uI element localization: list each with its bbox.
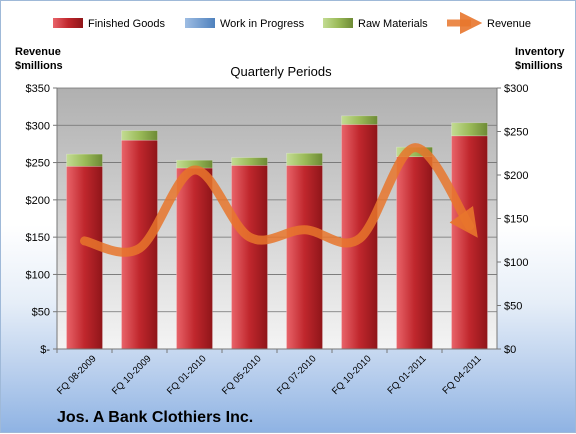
x-tick-label: FQ 07-2010: [275, 353, 319, 397]
left-tick-label: $350: [26, 83, 50, 95]
x-tick-label: FQ 01-2010: [165, 353, 209, 397]
x-tick-label: FQ 10-2010: [330, 353, 374, 397]
legend-label: Work in Progress: [220, 18, 305, 30]
x-tick-label: FQ 10-2009: [110, 353, 154, 397]
left-tick-label: $200: [26, 195, 50, 207]
x-tick-label: FQ 04-2011: [440, 353, 483, 396]
legend-label: Finished Goods: [88, 18, 166, 30]
right-tick-label: $150: [504, 214, 528, 226]
legend-swatch: [185, 18, 215, 28]
bar-raw-materials: [231, 157, 268, 166]
right-tick-label: $200: [504, 170, 528, 182]
bars: [66, 115, 488, 350]
legend-swatch: [53, 18, 83, 28]
company-name: Jos. A Bank Clothiers Inc.: [57, 409, 253, 426]
bar-raw-materials: [121, 130, 158, 141]
right-tick-label: $0: [504, 344, 516, 356]
left-tick-label: $-: [40, 344, 50, 356]
legend-swatch: [323, 18, 353, 28]
right-axis-title: Inventory $millions: [515, 46, 568, 72]
x-axis-ticks: FQ 08-2009 FQ 10-2009 FQ 01-2010 FQ 05-2010…: [55, 349, 484, 397]
x-tick-label: FQ 01-2011: [385, 353, 428, 396]
right-axis-ticks: $0 $50 $100 $150 $200 $250 $300: [497, 83, 528, 356]
legend: Finished Goods Work in Progress Raw Materi…: [53, 11, 531, 35]
chart-title: Quarterly Periods: [230, 64, 332, 79]
x-tick-label: FQ 05-2010: [220, 353, 264, 397]
bar-raw-materials: [286, 152, 323, 166]
legend-item-raw-materials: Raw Materials: [323, 18, 428, 30]
left-axis-title: Revenue $millions: [15, 46, 64, 72]
left-tick-label: $300: [26, 120, 50, 132]
right-tick-label: $50: [504, 301, 522, 313]
bar-finished-goods: [396, 156, 433, 350]
right-tick-label: $300: [504, 83, 528, 95]
right-tick-label: $100: [504, 257, 528, 269]
left-axis-ticks: $- $50 $100 $150 $200 $250 $300 $350: [26, 83, 57, 356]
bar-finished-goods: [451, 135, 488, 350]
legend-label: Raw Materials: [358, 18, 428, 30]
bar-raw-materials: [451, 122, 488, 137]
bar-finished-goods: [231, 165, 268, 350]
bar-finished-goods: [286, 165, 323, 350]
left-tick-label: $250: [26, 158, 50, 170]
left-tick-label: $100: [26, 269, 50, 281]
revenue-line-path: [80, 143, 478, 257]
legend-item-revenue: Revenue: [447, 11, 531, 35]
x-tick-label: FQ 08-2009: [55, 353, 99, 397]
bar-raw-materials: [341, 115, 378, 125]
right-tick-label: $250: [504, 127, 528, 139]
bar-finished-goods: [176, 167, 213, 350]
legend-item-work-in-progress: Work in Progress: [185, 18, 305, 30]
bar-raw-materials: [66, 153, 103, 167]
legend-label: Revenue: [487, 18, 531, 30]
left-tick-label: $150: [26, 232, 50, 244]
revenue-line: [80, 143, 478, 257]
left-tick-label: $50: [32, 307, 50, 319]
legend-item-finished-goods: Finished Goods: [53, 18, 166, 30]
bar-finished-goods: [66, 166, 103, 350]
